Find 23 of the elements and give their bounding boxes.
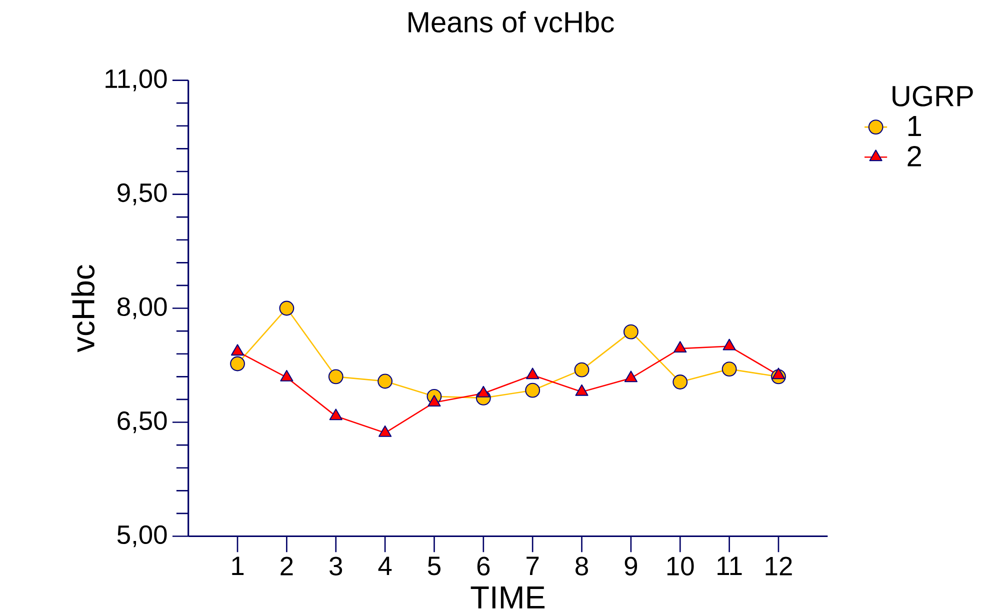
x-tick-label: 2 — [280, 557, 293, 576]
x-tick-label: 11 — [718, 557, 742, 576]
y-tick-label: 6,50 — [118, 412, 167, 434]
chart-title: Means of vcHbc — [408, 11, 614, 33]
x-tick-label: 12 — [766, 557, 792, 576]
y-tick-label: 9,50 — [118, 184, 167, 206]
x-tick-label: 3 — [330, 557, 342, 576]
x-axis-title: TIME — [470, 586, 545, 609]
legend-title: UGRP — [892, 86, 973, 107]
y-tick-label: 11,00 — [106, 70, 167, 92]
legend-label: 2 — [908, 146, 921, 166]
x-tick-label: 10 — [667, 557, 694, 576]
legend-label: 1 — [908, 116, 922, 136]
x-tick-label: 4 — [378, 557, 392, 576]
x-tick-label: 1 — [232, 557, 244, 576]
x-tick-label: 8 — [576, 557, 588, 576]
y-tick-label: 5,00 — [117, 526, 167, 548]
x-tick-label: 6 — [477, 557, 490, 576]
x-tick-label: 9 — [624, 557, 638, 576]
x-tick-label: 5 — [428, 557, 440, 576]
x-tick-label: 7 — [526, 557, 539, 576]
y-tick-label: 8,00 — [117, 298, 167, 320]
y-axis-title: vcHbc — [71, 265, 95, 352]
